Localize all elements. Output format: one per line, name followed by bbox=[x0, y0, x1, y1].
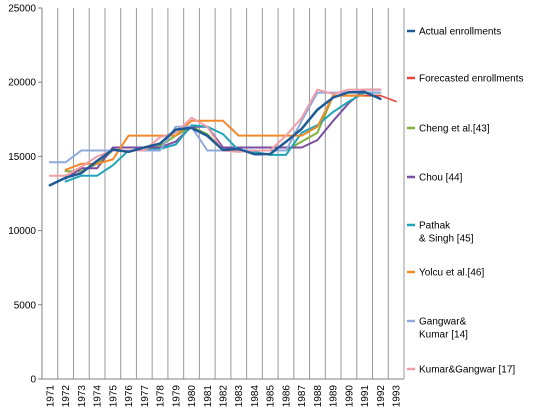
legend-label: Yolcu et al.[46] bbox=[419, 268, 484, 279]
x-tick-labels: 1971 1972 1973 1974 1975 1976 1977 1978 1979 1980… bbox=[45, 385, 402, 408]
y-tick-label: 15000 bbox=[8, 152, 36, 163]
x-tick-label: 1982 bbox=[219, 385, 230, 408]
legend-label: Gangwar& bbox=[419, 317, 467, 328]
y-tick-label: 20000 bbox=[8, 78, 36, 89]
x-tick-label: 1986 bbox=[281, 385, 292, 408]
axes bbox=[38, 7, 404, 380]
x-tick-label: 1981 bbox=[203, 385, 214, 408]
legend-label: & Singh [45] bbox=[419, 234, 474, 245]
x-tick-label: 1984 bbox=[250, 385, 261, 408]
series-group bbox=[48, 88, 397, 187]
legend-label: Actual enrollments bbox=[419, 27, 501, 38]
legend-label: Kumar&Gangwar [17] bbox=[419, 365, 515, 376]
x-tick-label: 1979 bbox=[171, 385, 182, 408]
x-tick-label: 1975 bbox=[108, 385, 119, 408]
x-tick-label: 1971 bbox=[45, 385, 56, 408]
series-line bbox=[64, 91, 382, 183]
series-line bbox=[64, 88, 382, 180]
y-tick-label: 5000 bbox=[14, 300, 37, 311]
series-line bbox=[48, 90, 382, 187]
x-tick-label: 1977 bbox=[140, 385, 151, 408]
x-tick-label: 1992 bbox=[376, 385, 387, 408]
series-line bbox=[64, 94, 382, 171]
y-tick-label: 0 bbox=[30, 375, 36, 386]
x-tick-label: 1991 bbox=[360, 385, 371, 408]
legend-label: Cheng et al.[43] bbox=[419, 124, 490, 135]
y-tick-label: 25000 bbox=[8, 4, 36, 15]
y-tick-labels: 0 5000 10000 15000 20000 25000 bbox=[8, 4, 36, 386]
x-tick-label: 1990 bbox=[344, 385, 355, 408]
legend-label: Pathak bbox=[419, 221, 451, 232]
legend-label: Forecasted enrollments bbox=[419, 74, 524, 85]
legend: Actual enrollments Forecasted enrollments… bbox=[407, 27, 524, 376]
legend-label: Chou [44] bbox=[419, 173, 463, 184]
series-line bbox=[48, 88, 382, 177]
x-tick-label: 1972 bbox=[61, 385, 72, 408]
legend-label: Kumar [14] bbox=[419, 330, 468, 341]
x-tick-label: 1974 bbox=[93, 385, 104, 408]
y-tick-label: 10000 bbox=[8, 226, 36, 237]
grid-lines bbox=[41, 8, 405, 379]
x-tick-label: 1988 bbox=[313, 385, 324, 408]
x-tick-label: 1980 bbox=[187, 385, 198, 408]
x-tick-label: 1976 bbox=[124, 385, 135, 408]
x-tick-label: 1989 bbox=[329, 385, 340, 408]
x-tick-label: 1985 bbox=[266, 385, 277, 408]
x-tick-label: 1993 bbox=[392, 385, 403, 408]
x-tick-label: 1983 bbox=[234, 385, 245, 408]
x-tick-label: 1973 bbox=[77, 385, 88, 408]
x-tick-label: 1987 bbox=[297, 385, 308, 408]
x-tick-label: 1978 bbox=[156, 385, 167, 408]
